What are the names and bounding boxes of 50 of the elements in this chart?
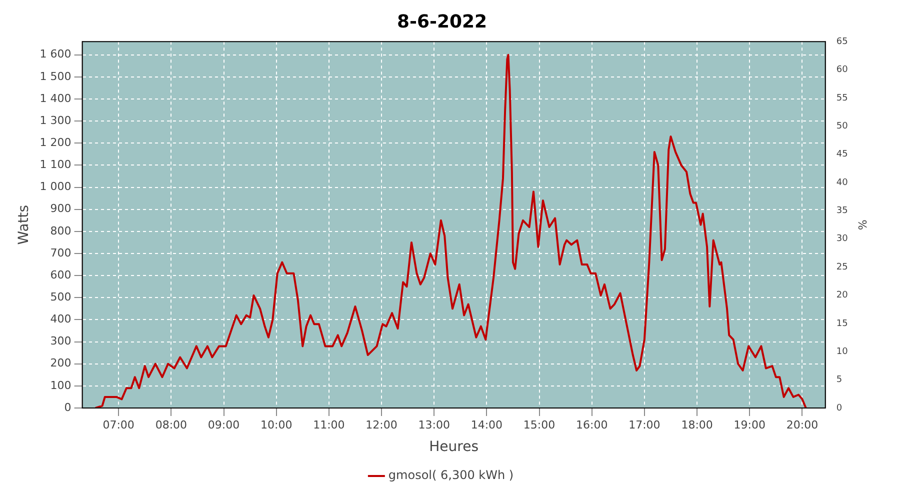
y2-tick-label: 0 bbox=[836, 403, 842, 414]
x-tick-label: 14:00 bbox=[470, 418, 503, 432]
y-tick-label: 1 000 bbox=[40, 180, 72, 194]
x-tick-label: 16:00 bbox=[576, 418, 608, 432]
y2-tick-label: 30 bbox=[836, 234, 848, 244]
y2-tick-label: 45 bbox=[836, 150, 848, 160]
x-tick-label: 12:00 bbox=[366, 418, 398, 432]
y-tick-label: 200 bbox=[50, 356, 72, 370]
y-tick-label: 1 600 bbox=[40, 48, 72, 61]
y-tick-label: 500 bbox=[50, 290, 72, 304]
y-tick-label: 300 bbox=[50, 334, 72, 348]
y2-tick-label: 20 bbox=[836, 290, 848, 301]
legend-label: gmosol( 6,300 kWh ) bbox=[388, 468, 514, 482]
x-tick-label: 10:00 bbox=[260, 418, 292, 432]
y2-tick-label: 40 bbox=[836, 178, 848, 188]
x-tick-label: 08:00 bbox=[155, 418, 188, 432]
y-axis-title: Watts bbox=[16, 204, 32, 245]
y-tick-label: 1 300 bbox=[40, 114, 72, 127]
y-tick-label: 1 200 bbox=[40, 136, 72, 149]
y2-tick-label: 10 bbox=[836, 346, 848, 357]
y-tick-label: 800 bbox=[50, 224, 72, 238]
y2-tick-label: 65 bbox=[836, 36, 848, 47]
y2-tick-label: 25 bbox=[836, 262, 848, 272]
x-tick-label: 09:00 bbox=[208, 418, 240, 432]
x-tick-label: 13:00 bbox=[418, 418, 450, 432]
y-tick-label: 100 bbox=[50, 378, 72, 392]
x-tick-label: 11:00 bbox=[313, 418, 345, 432]
y2-tick-label: 55 bbox=[836, 93, 848, 104]
y-tick-label: 1 500 bbox=[40, 70, 72, 83]
y-tick-label: 400 bbox=[50, 312, 72, 326]
y2-tick-label: 15 bbox=[836, 318, 848, 329]
x-axis-title: Heures bbox=[429, 439, 479, 456]
y-tick-label: 900 bbox=[50, 202, 72, 216]
x-tick-label: 19:00 bbox=[734, 418, 766, 432]
chart-title: 8-6-2022 bbox=[396, 11, 488, 32]
x-tick-label: 17:00 bbox=[628, 418, 660, 432]
y-tick-label: 1 400 bbox=[40, 92, 72, 105]
x-tick-label: 18:00 bbox=[681, 418, 713, 432]
y-tick-label: 600 bbox=[50, 268, 72, 282]
y2-tick-label: 35 bbox=[836, 206, 848, 216]
x-tick-label: 15:00 bbox=[523, 418, 556, 432]
x-tick-label: 07:00 bbox=[102, 418, 134, 432]
y2-tick-label: 50 bbox=[836, 122, 848, 132]
y-tick-label: 700 bbox=[50, 246, 72, 260]
y2-tick-label: 60 bbox=[836, 65, 848, 76]
y2-tick-label: 5 bbox=[836, 375, 842, 386]
y2-axis-title: % bbox=[856, 220, 869, 230]
y-tick-label: 0 bbox=[64, 400, 72, 414]
y-tick-label: 1 100 bbox=[40, 158, 72, 172]
x-tick-label: 20:00 bbox=[786, 418, 818, 432]
